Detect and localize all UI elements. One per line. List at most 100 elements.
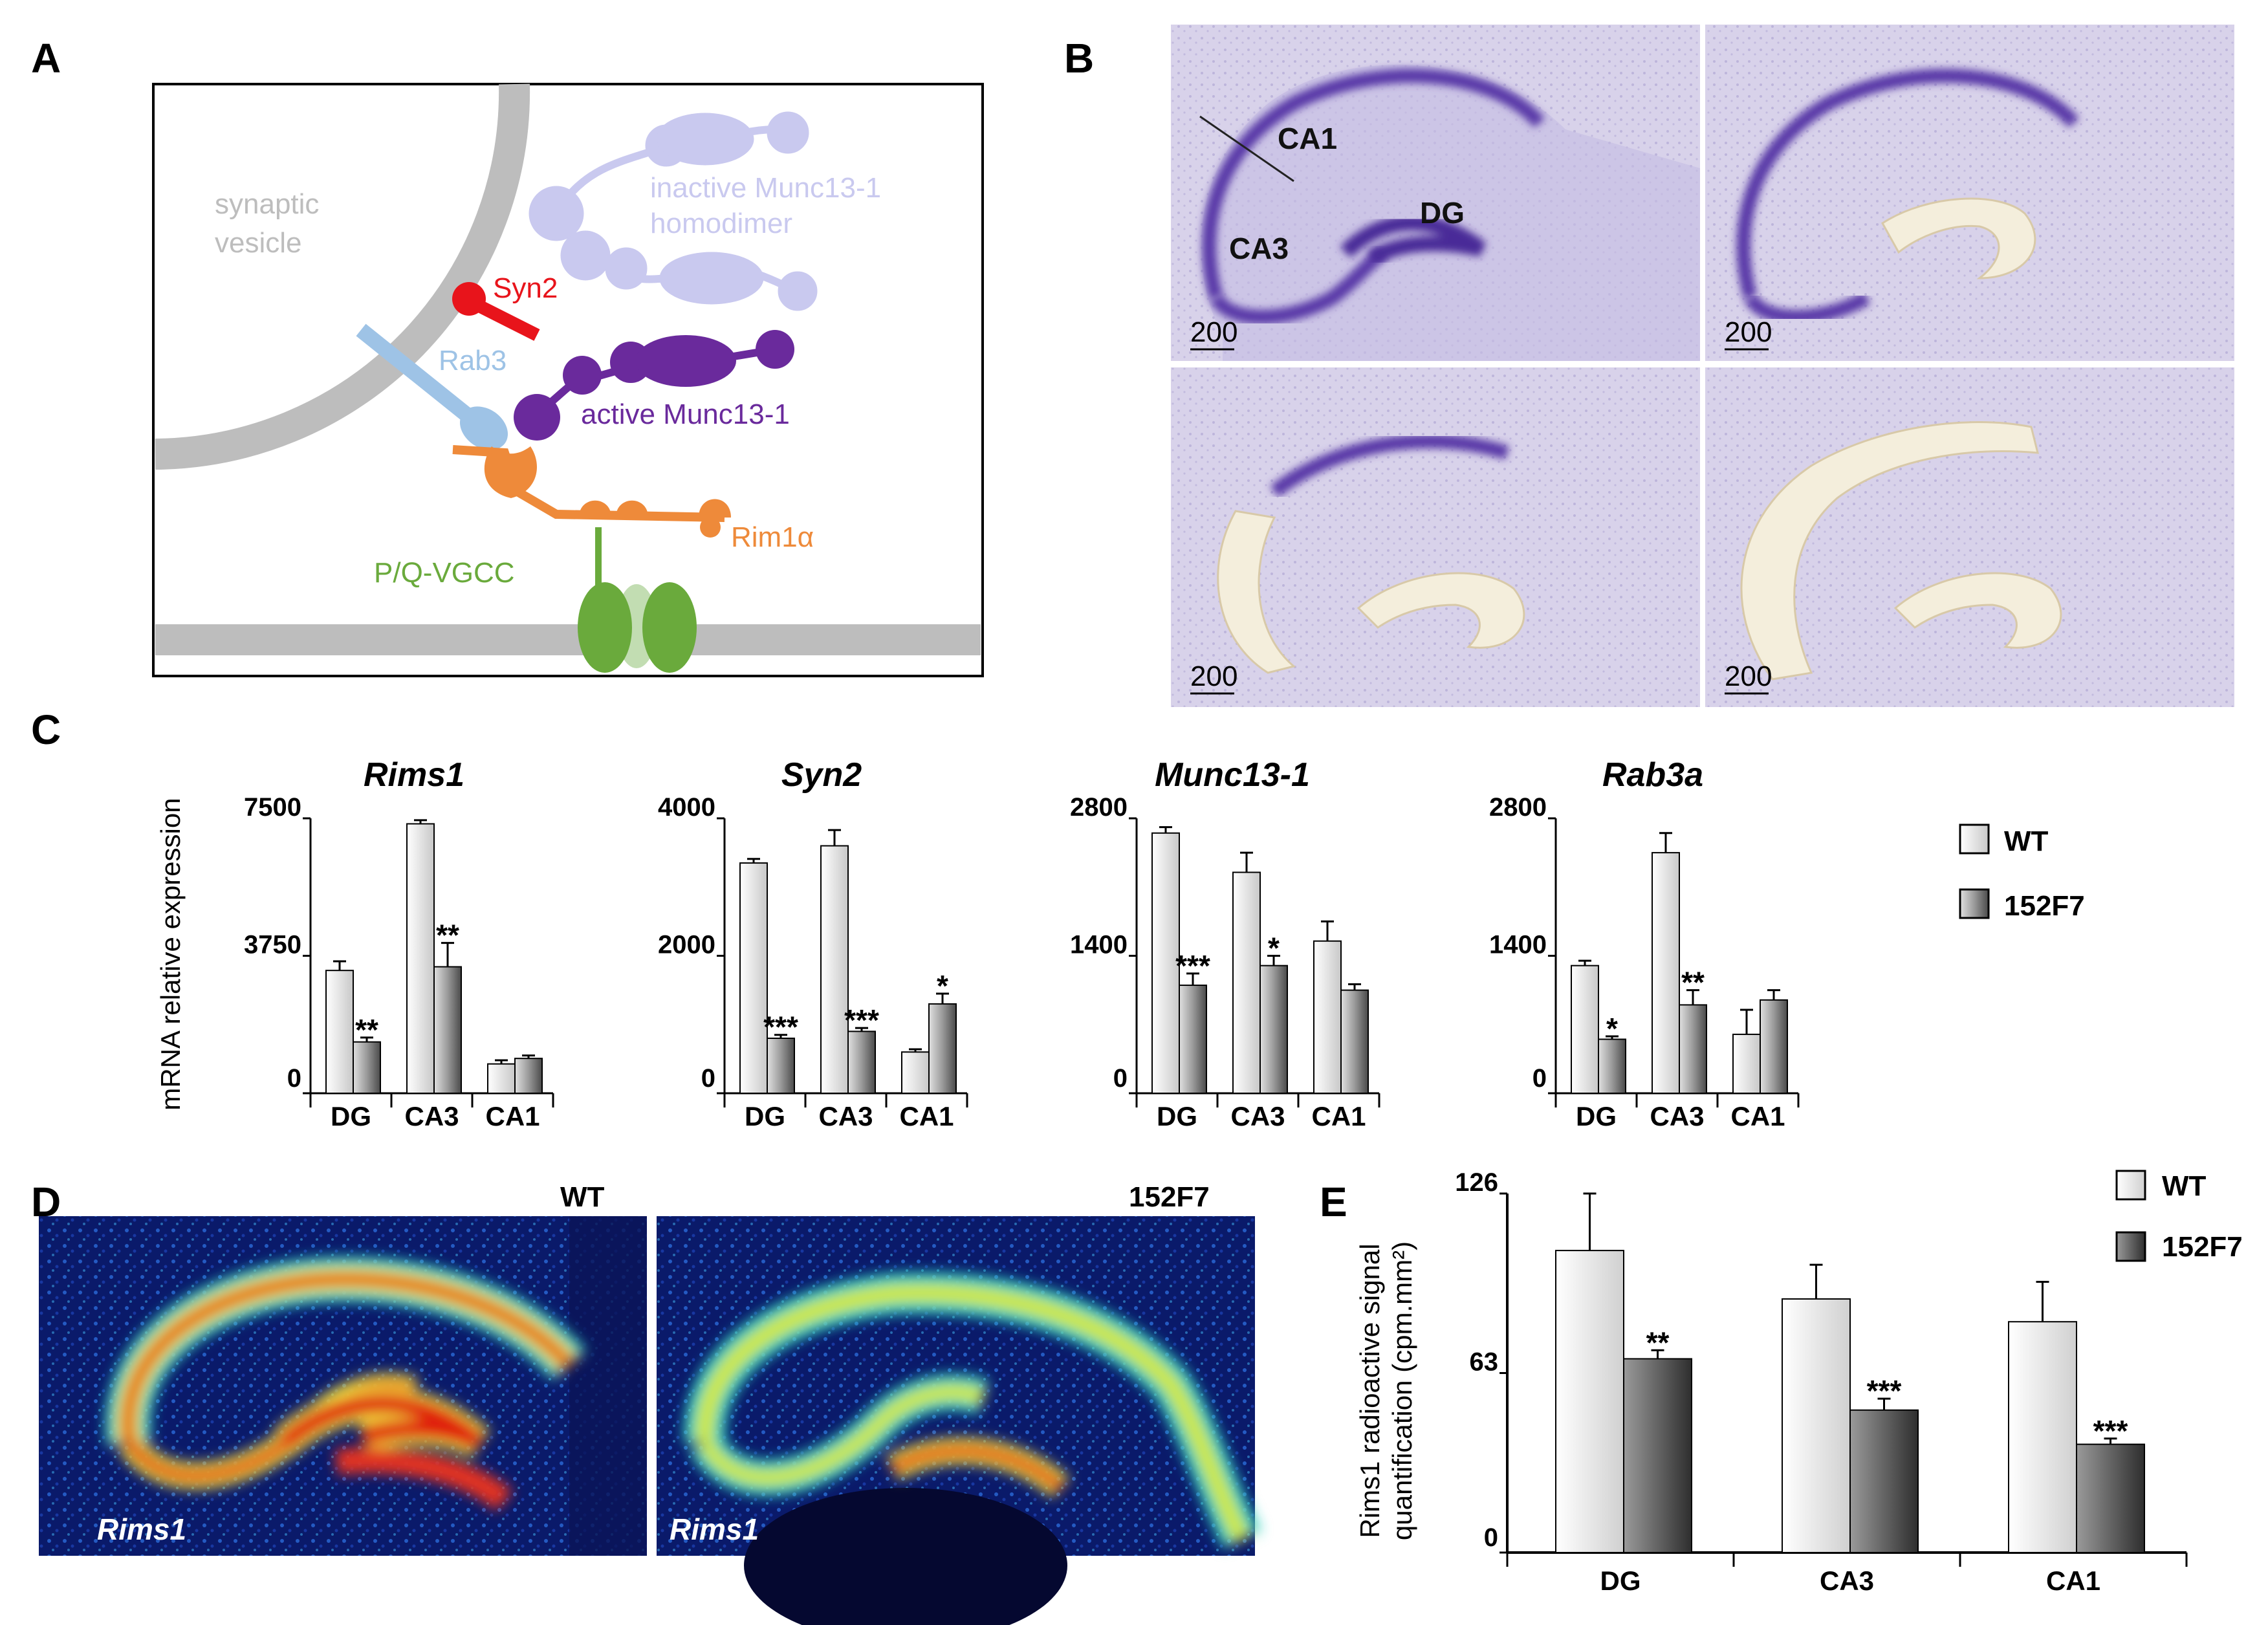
panel-e-legend: WT 152F7 xyxy=(2115,1170,2243,1263)
legend-e-wt-swatch xyxy=(2115,1170,2146,1201)
chart-rab3a: Rab3a 2800 1400 0 DG * CA3 ** CA1 xyxy=(1489,756,1800,1131)
y-tick-label: 2800 xyxy=(1489,793,1547,822)
y-tick-label: 1400 xyxy=(1070,931,1128,959)
significance-dg: * xyxy=(1606,1012,1618,1045)
bar-wt-dg xyxy=(325,970,354,1094)
chart-rims1-quantification: 126 63 0 DG ** CA3 *** CA1 *** xyxy=(1455,1168,2188,1596)
chart-rims1: Rims1 7500 3750 0 DG ** CA3 ** CA1 xyxy=(244,756,554,1131)
vgcc-shape xyxy=(578,527,697,673)
category-label-ca1: CA1 xyxy=(1311,1101,1366,1131)
category-label-dg: DG xyxy=(331,1101,371,1131)
panel-c-legend: WT 152F7 xyxy=(1959,823,2085,922)
section-dg-dissected: 200 xyxy=(1705,25,2234,361)
chart-syn2: Syn2 4000 2000 0 DG *** CA3 *** CA1 * xyxy=(658,756,968,1131)
label-dg: DG xyxy=(1420,196,1465,230)
y-tick-label: 3750 xyxy=(244,931,301,959)
bar-wt-dg xyxy=(1571,965,1599,1095)
legend-mut-swatch xyxy=(1959,888,1990,919)
bar-wt-dg xyxy=(1151,832,1180,1094)
category-label-ca3: CA3 xyxy=(1820,1565,1874,1596)
synapse-diagram: synaptic vesicle inactive Munc13-1 homod… xyxy=(152,83,984,677)
significance-dg: *** xyxy=(763,1010,798,1044)
section-ca3-dissected: 200 xyxy=(1171,367,1700,707)
label-ca3: CA3 xyxy=(1229,232,1289,265)
bar-152f7-dg xyxy=(353,1041,381,1094)
y-tick-label: 0 xyxy=(1532,1064,1547,1093)
bar-wt-ca1 xyxy=(2008,1321,2077,1553)
panel-d-mut-gene-label: Rims1 xyxy=(670,1512,759,1546)
legend-wt-swatch xyxy=(1959,823,1990,855)
scale-label-2: 200 xyxy=(1725,316,1772,348)
rab3-label: Rab3 xyxy=(439,345,507,376)
category-label-ca3: CA3 xyxy=(818,1101,873,1131)
bar-152f7-dg xyxy=(1623,1358,1692,1553)
bar-152f7-ca1 xyxy=(514,1058,543,1094)
legend-e-wt-label: WT xyxy=(2162,1170,2207,1202)
rim1a-shape xyxy=(452,445,731,538)
chart-title-munc13-1: Munc13-1 xyxy=(1155,756,1310,794)
rab3-shape xyxy=(356,323,508,450)
significance-dg: *** xyxy=(1175,949,1210,983)
significance-ca3: *** xyxy=(1867,1374,1902,1408)
inactive-munc13-1-label-line2: homodimer xyxy=(650,208,792,239)
panel-c-ylabel: mRNA relative expression xyxy=(155,798,186,1110)
y-tick-label: 0 xyxy=(701,1064,715,1093)
y-tick-label: 2800 xyxy=(1070,793,1128,822)
panel-e-ylabel-line1: Rims1 radioactive signal xyxy=(1355,1243,1385,1538)
bar-152f7-ca3 xyxy=(847,1031,876,1094)
synaptic-vesicle-label-line1: synaptic xyxy=(215,188,319,220)
vgcc-label: P/Q-VGCC xyxy=(374,557,515,589)
category-label-ca3: CA3 xyxy=(1230,1101,1285,1131)
label-ca1: CA1 xyxy=(1278,122,1337,155)
category-label-ca1: CA1 xyxy=(2046,1565,2100,1596)
legend-wt-label: WT xyxy=(2004,825,2049,857)
in-situ-wt: Rims1 xyxy=(39,1216,647,1556)
category-label-dg: DG xyxy=(1600,1565,1641,1596)
significance-ca3: *** xyxy=(844,1003,879,1037)
bar-152f7-ca3 xyxy=(433,966,462,1094)
bar-152f7-ca1 xyxy=(928,1003,957,1094)
significance-dg: ** xyxy=(355,1013,378,1047)
y-tick-label: 1400 xyxy=(1489,931,1547,959)
y-tick-label: 7500 xyxy=(244,793,301,822)
category-label-dg: DG xyxy=(1576,1101,1617,1131)
category-label-ca1: CA1 xyxy=(899,1101,954,1131)
significance-ca1: *** xyxy=(2093,1414,2128,1448)
bar-wt-ca1 xyxy=(1732,1033,1761,1095)
bar-wt-ca3 xyxy=(1232,871,1261,1095)
panel-d-mut-title: 152F7 xyxy=(1129,1181,1210,1213)
inactive-munc13-1-label-line1: inactive Munc13-1 xyxy=(650,172,881,204)
inactive-munc13-1-shape xyxy=(529,111,818,311)
bar-152f7-ca1 xyxy=(1340,989,1369,1094)
panel-label-a: A xyxy=(31,35,61,82)
category-label-ca3: CA3 xyxy=(1650,1101,1704,1131)
category-label-ca1: CA1 xyxy=(1730,1101,1785,1131)
y-tick-label: 0 xyxy=(287,1064,301,1093)
significance-ca3: ** xyxy=(1681,966,1705,999)
y-tick-label: 0 xyxy=(1484,1523,1498,1552)
synaptic-vesicle-membrane xyxy=(155,83,530,470)
bar-wt-ca3 xyxy=(820,845,849,1094)
active-munc13-1-shape xyxy=(514,330,794,441)
bar-152f7-ca3 xyxy=(1849,1409,1919,1554)
bar-152f7-ca3 xyxy=(1259,965,1288,1095)
y-tick-label: 63 xyxy=(1470,1348,1499,1377)
bar-152f7-ca1 xyxy=(2076,1443,2145,1554)
category-label-ca3: CA3 xyxy=(404,1101,459,1131)
scale-label-4: 200 xyxy=(1725,660,1772,692)
panel-label-b: B xyxy=(1064,35,1094,82)
panel-d-wt-gene-label: Rims1 xyxy=(97,1512,186,1546)
bar-152f7-dg xyxy=(767,1038,795,1094)
y-tick-label: 2000 xyxy=(658,931,715,959)
significance-dg: ** xyxy=(1646,1325,1670,1359)
category-label-dg: DG xyxy=(1157,1101,1197,1131)
section-intact: CA1 CA3 DG 200 xyxy=(1171,25,1700,361)
chart-title-rab3a: Rab3a xyxy=(1602,756,1703,794)
chart-munc13-1: Munc13-1 2800 1400 0 DG *** CA3 * CA1 xyxy=(1070,756,1380,1131)
synaptic-vesicle-label-line2: vesicle xyxy=(215,227,302,259)
chart-title-syn2: Syn2 xyxy=(781,756,862,794)
significance-ca1: * xyxy=(937,969,948,1003)
in-situ-152f7: Rims1 xyxy=(657,1216,1261,1625)
scale-label-1: 200 xyxy=(1190,316,1238,348)
legend-e-mut-label: 152F7 xyxy=(2162,1231,2243,1263)
